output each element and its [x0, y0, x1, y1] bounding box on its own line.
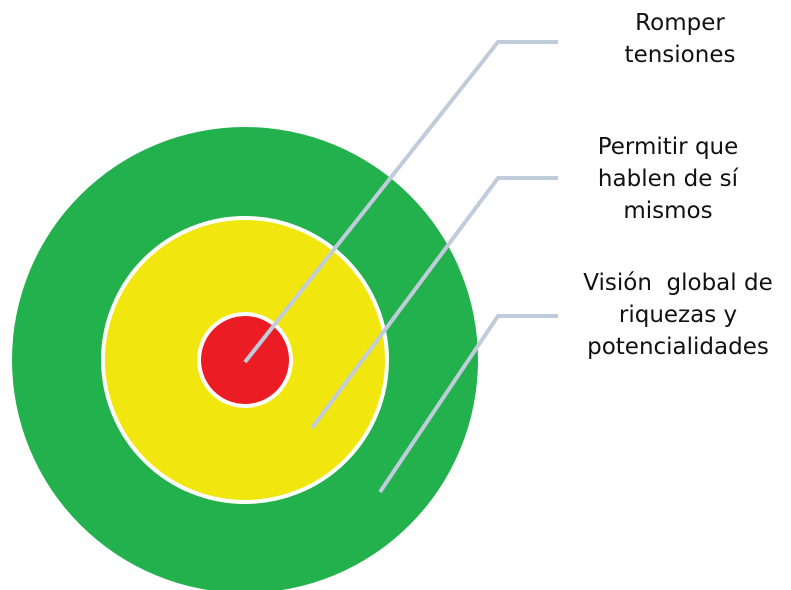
label-line: Visión global de: [583, 270, 772, 296]
leader-line: [378, 314, 558, 494]
label-line: tensiones: [625, 42, 736, 68]
label-line: Permitir que: [598, 134, 739, 160]
label-line: Romper: [635, 10, 725, 36]
leader-lines: [243, 40, 558, 494]
leader-line: [310, 176, 558, 430]
label-line: riquezas y: [619, 302, 737, 328]
label-line: mismos: [623, 198, 712, 224]
label-line: hablen de sí: [598, 166, 739, 192]
leader-line: [243, 40, 558, 364]
label-line: potencialidades: [587, 334, 769, 360]
